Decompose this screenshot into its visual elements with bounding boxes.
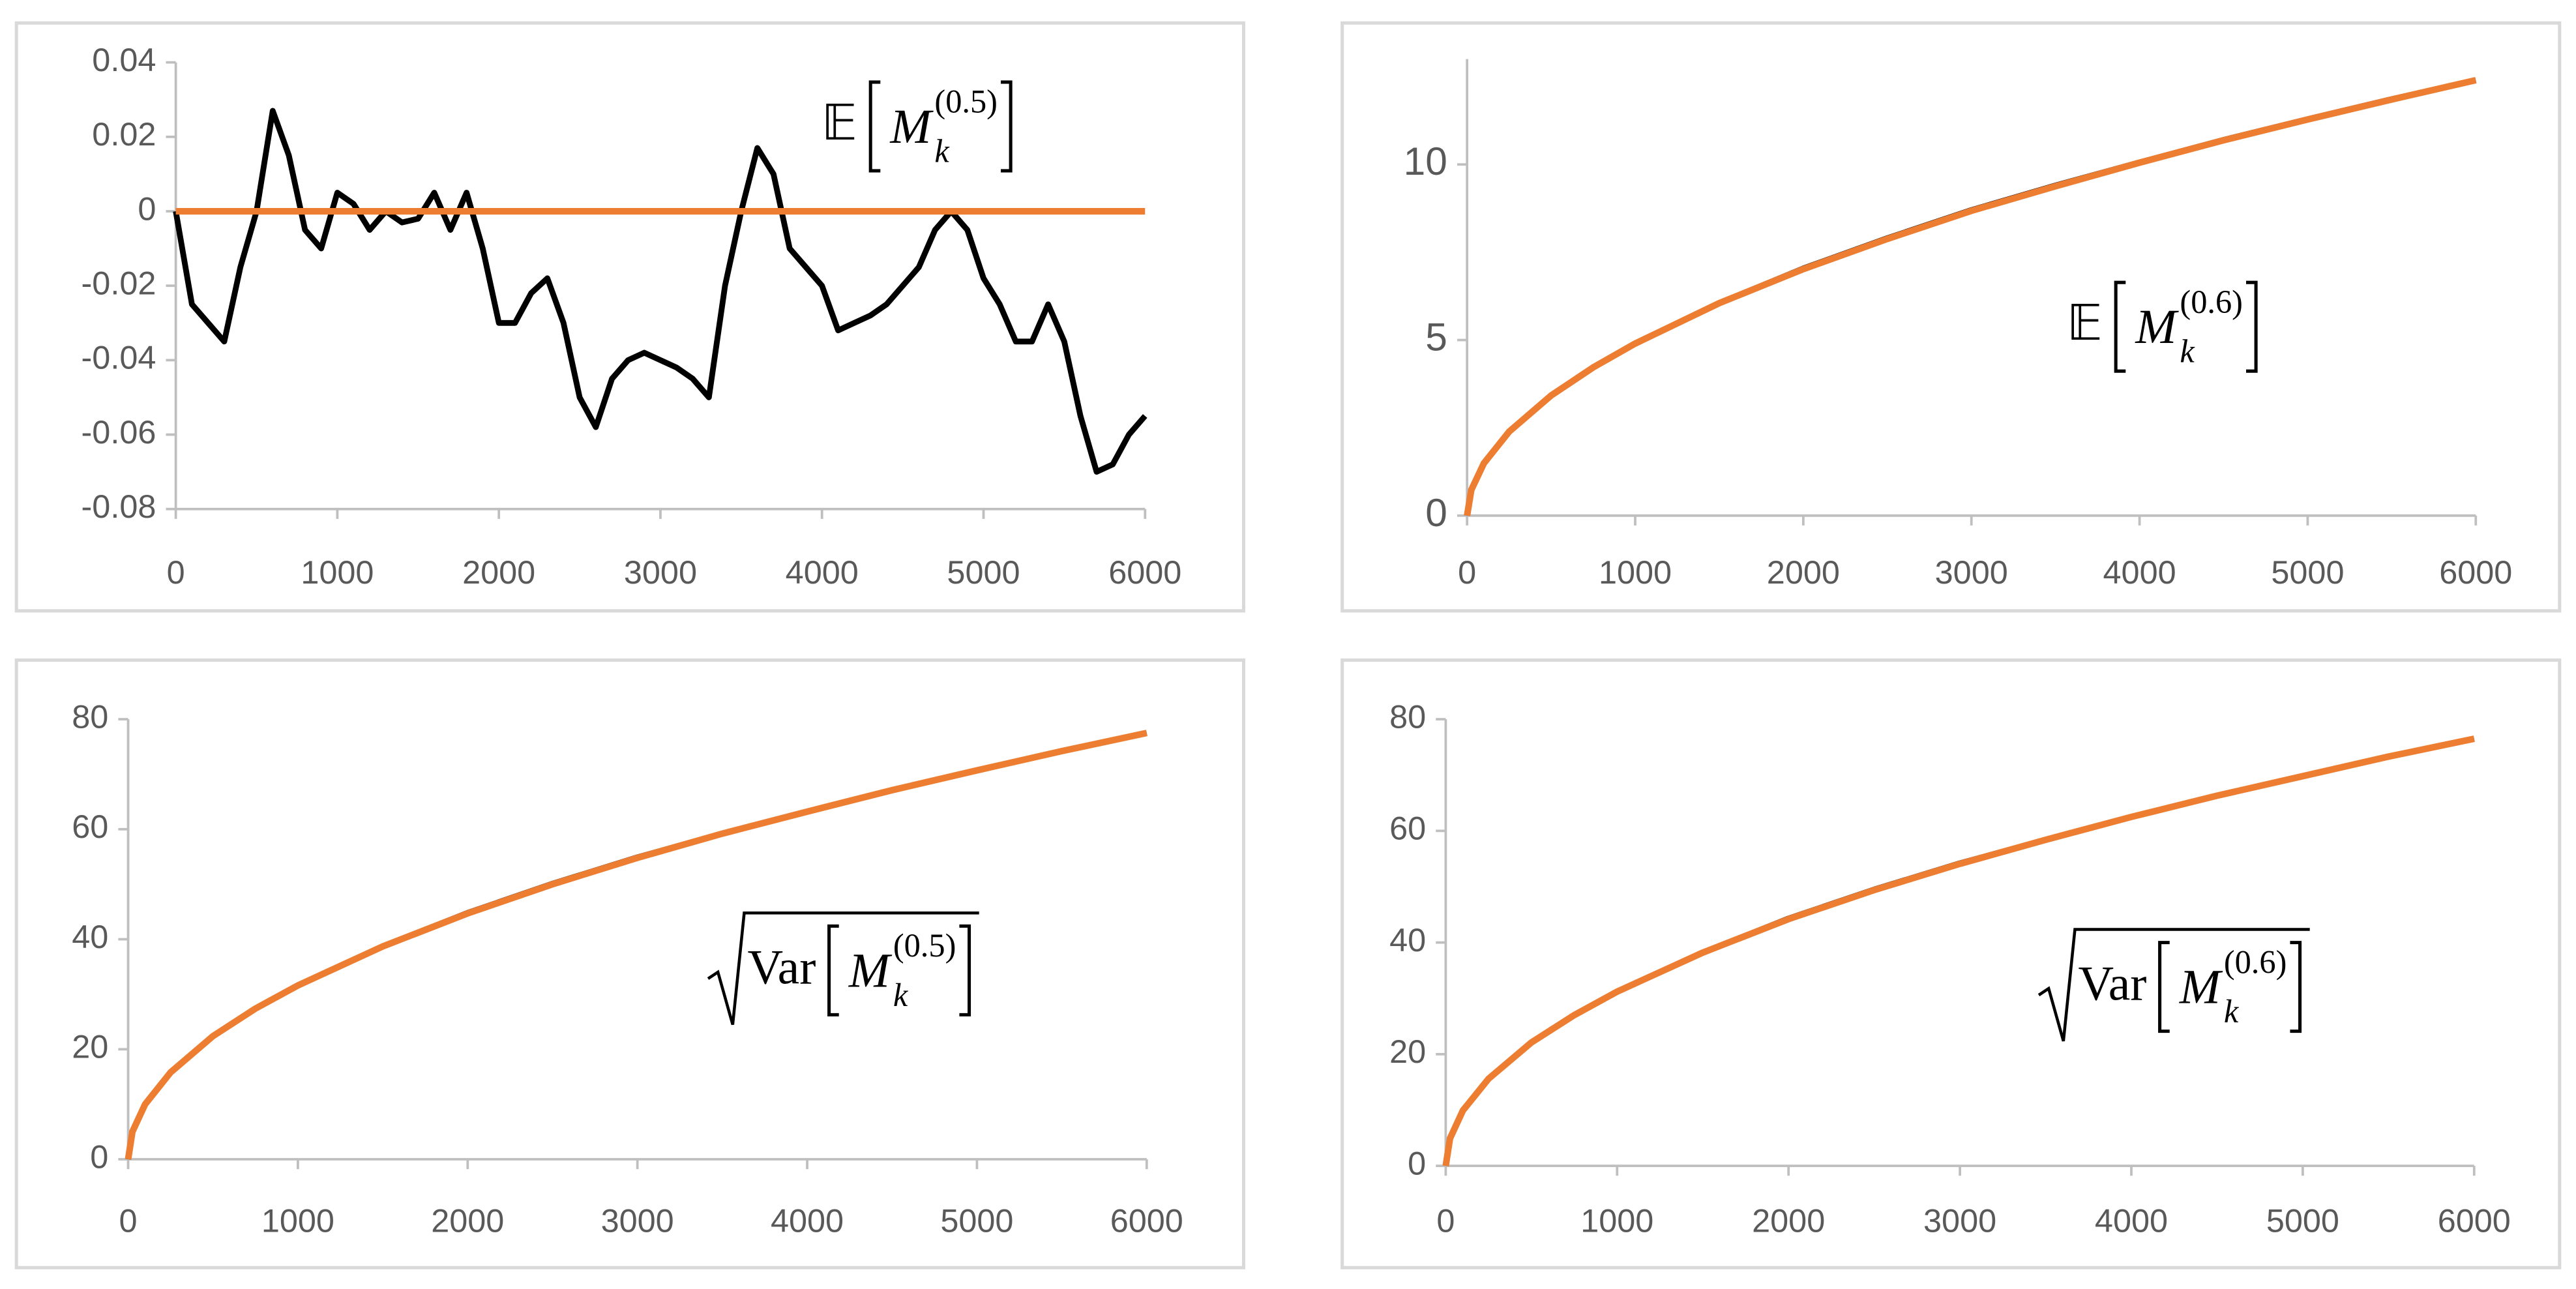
y-tick-label: 40 (72, 918, 108, 955)
x-tick-label: 2000 (431, 1202, 504, 1239)
x-tick-label: 1000 (1580, 1202, 1653, 1239)
panel-frame (1340, 21, 2562, 613)
x-tick-label: 0 (1458, 554, 1476, 591)
y-tick-label: 80 (1389, 698, 1426, 735)
annotation-operator: Var (2079, 956, 2147, 1011)
annotation-operator: Var (747, 940, 816, 994)
annotation-symbol: M (2135, 300, 2179, 354)
y-tick-label: 40 (1389, 921, 1426, 958)
x-tick-label: 3000 (1923, 1202, 1996, 1239)
x-tick-label: 3000 (601, 1202, 674, 1239)
x-tick-label: 2000 (462, 554, 535, 591)
annotation-operator: 𝔼 (2067, 297, 2103, 351)
x-tick-label: 6000 (1110, 1202, 1183, 1239)
y-tick-label: 0 (1425, 490, 1447, 535)
y-tick-label: -0.08 (81, 488, 156, 525)
x-tick-label: 1000 (301, 554, 374, 591)
annotation-symbol: M (848, 943, 893, 998)
bracket (2246, 280, 2258, 373)
series-line (1443, 735, 2475, 1166)
series-line (1442, 735, 2475, 1166)
annotation-superscript: (0.6) (2180, 284, 2243, 320)
y-tick-label: 0.02 (92, 115, 156, 153)
x-tick-label: 2000 (1767, 554, 1840, 591)
annotation-superscript: (0.6) (2224, 943, 2287, 980)
y-tick-label: -0.06 (81, 413, 156, 451)
annotation-superscript: (0.5) (893, 927, 956, 964)
y-tick-label: 80 (72, 698, 108, 735)
annotation-subscript: k (893, 977, 909, 1013)
bracket (2290, 941, 2302, 1033)
annotation-superscript: (0.5) (934, 83, 998, 120)
x-tick-label: 1000 (261, 1202, 334, 1239)
x-tick-label: 5000 (2266, 1202, 2339, 1239)
panel-frame (1340, 658, 2562, 1269)
x-tick-label: 4000 (786, 554, 859, 591)
radical (2037, 928, 2310, 1042)
x-tick-label: 4000 (2095, 1202, 2168, 1239)
x-tick-label: 0 (1436, 1202, 1455, 1239)
bracket (1001, 80, 1013, 173)
y-tick-label: 0.04 (92, 41, 156, 78)
bracket (2114, 280, 2126, 373)
x-tick-label: 0 (167, 554, 185, 591)
x-tick-label: 5000 (940, 1202, 1013, 1239)
y-tick-label: 60 (1389, 810, 1426, 847)
annotation-subscript: k (2224, 993, 2240, 1030)
bracket (2158, 941, 2170, 1033)
annotation-subscript: k (934, 132, 950, 169)
y-tick-label: 0 (90, 1138, 108, 1175)
y-tick-label: 10 (1404, 139, 1447, 183)
annotation-subscript: k (2180, 333, 2195, 370)
y-tick-label: 20 (72, 1028, 108, 1065)
x-tick-label: 6000 (1108, 554, 1181, 591)
panel-frame (14, 658, 1245, 1269)
x-tick-label: 4000 (771, 1202, 844, 1239)
y-tick-label: -0.02 (81, 265, 156, 302)
series-line (125, 730, 1147, 1160)
panel-frame (14, 21, 1245, 613)
y-tick-label: 5 (1425, 314, 1447, 359)
y-tick-label: -0.04 (81, 339, 156, 376)
x-tick-label: 3000 (624, 554, 697, 591)
bracket (959, 924, 971, 1016)
series-line (125, 730, 1147, 1160)
x-tick-label: 6000 (2438, 1202, 2511, 1239)
annotation-symbol: M (2179, 960, 2223, 1015)
x-tick-label: 0 (119, 1202, 138, 1239)
y-tick-label: 0 (138, 190, 156, 227)
x-tick-label: 2000 (1752, 1202, 1825, 1239)
x-tick-label: 3000 (1935, 554, 2008, 591)
series-line (1464, 77, 2477, 516)
radical (707, 911, 979, 1026)
y-tick-label: 60 (72, 808, 108, 845)
x-tick-label: 5000 (947, 554, 1020, 591)
annotation-symbol: M (889, 100, 934, 154)
series-line (1464, 77, 2477, 516)
y-tick-label: 20 (1389, 1033, 1426, 1070)
annotation-operator: 𝔼 (822, 96, 857, 151)
bracket (868, 80, 881, 173)
x-tick-label: 4000 (2103, 554, 2176, 591)
bracket (827, 924, 839, 1016)
x-tick-label: 5000 (2271, 554, 2344, 591)
x-tick-label: 1000 (1599, 554, 1672, 591)
y-tick-label: 0 (1408, 1144, 1426, 1181)
series-line (173, 108, 1147, 475)
x-tick-label: 6000 (2439, 554, 2512, 591)
